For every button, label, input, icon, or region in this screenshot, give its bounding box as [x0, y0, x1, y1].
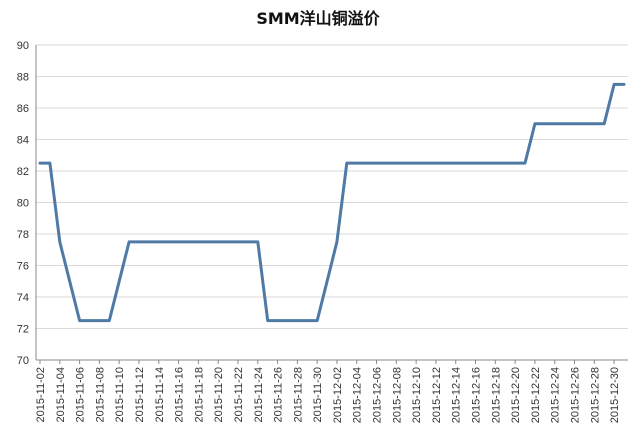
y-tick-label: 86 — [17, 103, 29, 115]
x-tick-label: 2015-11-30 — [312, 367, 324, 422]
x-tick-label: 2015-11-14 — [154, 367, 166, 422]
y-axis-ticks: 70 72 74 76 78 80 82 84 86 88 90 — [17, 40, 29, 367]
x-tick-label: 2015-12-04 — [352, 367, 364, 423]
x-tick-label: 2015-12-12 — [431, 367, 443, 423]
x-tick-label: 2015-11-02 — [35, 367, 47, 422]
y-tick-label: 90 — [17, 40, 29, 52]
y-tick-label: 76 — [17, 261, 29, 273]
y-tick-label: 78 — [17, 229, 29, 241]
x-tick-label: 2015-11-18 — [193, 367, 205, 422]
x-tick-label: 2015-12-20 — [510, 367, 522, 423]
x-tick-label: 2015-12-14 — [451, 367, 463, 423]
x-tick-label: 2015-11-08 — [94, 367, 106, 422]
y-tick-label: 80 — [17, 198, 29, 210]
grid — [36, 44, 628, 329]
x-tick-label: 2015-12-08 — [391, 367, 403, 423]
x-tick-label: 2015-12-10 — [411, 367, 423, 423]
x-tick-label: 2015-11-24 — [253, 367, 265, 422]
x-tick-label: 2015-11-20 — [213, 367, 225, 422]
x-tick-label: 2015-11-26 — [273, 367, 285, 422]
y-tick-label: 88 — [17, 72, 29, 84]
y-tick-label: 70 — [17, 355, 29, 367]
x-tick-label: 2015-12-28 — [589, 367, 601, 423]
x-tick-label: 2015-11-16 — [174, 367, 186, 422]
y-tick-label: 82 — [17, 166, 29, 178]
x-tick-label: 2015-12-06 — [372, 367, 384, 423]
series-line — [38, 82, 626, 323]
y-tick-label: 72 — [17, 324, 29, 336]
x-tick-label: 2015-12-18 — [490, 367, 502, 423]
x-tick-label: 2015-11-04 — [55, 367, 67, 422]
x-tick-label: 2015-12-22 — [530, 367, 542, 423]
x-tick-label: 2015-11-06 — [75, 367, 87, 422]
x-tick-label: 2015-11-10 — [114, 367, 126, 422]
x-tick-label: 2015-12-02 — [332, 367, 344, 423]
y-tick-label: 74 — [17, 292, 29, 304]
x-tick-label: 2015-12-24 — [550, 367, 562, 423]
chart-title: SMM洋山铜溢价 — [256, 9, 380, 28]
x-tick-label: 2015-12-16 — [471, 367, 483, 423]
axes — [35, 45, 628, 361]
series-group — [38, 82, 626, 323]
x-tick-label: 2015-11-22 — [233, 367, 245, 422]
x-tick-label: 2015-12-26 — [570, 367, 582, 423]
x-tick-label: 2015-12-30 — [609, 367, 621, 423]
y-tick-label: 84 — [17, 135, 29, 147]
x-axis-ticks: 2015-11-02 2015-11-04 2015-11-06 2015-11-08… — [35, 360, 621, 423]
x-tick-label: 2015-11-12 — [134, 367, 146, 422]
x-tick-label: 2015-11-28 — [292, 367, 304, 422]
